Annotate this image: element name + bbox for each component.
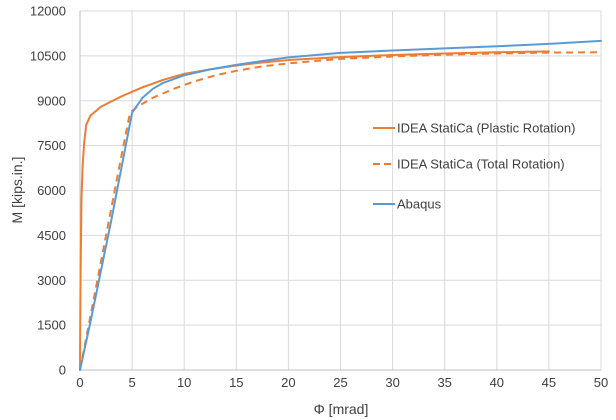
y-tick-label: 3000 — [37, 273, 66, 288]
y-tick-label: 10500 — [30, 48, 66, 63]
x-tick-label: 10 — [177, 375, 191, 390]
x-tick-label: 45 — [542, 375, 556, 390]
x-tick-label: 20 — [281, 375, 295, 390]
y-tick-label: 9000 — [37, 93, 66, 108]
x-tick-label: 15 — [229, 375, 243, 390]
x-tick-label: 35 — [437, 375, 451, 390]
legend-label-2: IDEA StatiCa (Total Rotation) — [397, 157, 565, 172]
series-lines — [79, 39, 602, 371]
legend-label-1: IDEA StatiCa (Plastic Rotation) — [397, 121, 575, 136]
series-line-2 — [79, 51, 602, 371]
x-tick-label: 50 — [594, 375, 608, 390]
series-line-1 — [79, 50, 550, 371]
x-tick-label: 40 — [490, 375, 504, 390]
y-tick-label: 1500 — [37, 318, 66, 333]
legend: IDEA StatiCa (Plastic Rotation) IDEA Stat… — [373, 121, 575, 212]
series-line-3 — [79, 39, 602, 371]
y-tick-label: 4500 — [37, 228, 66, 243]
x-tick-label: 5 — [128, 375, 135, 390]
x-tick-label: 0 — [76, 375, 83, 390]
x-tick-labels: 0 5 10 15 20 25 30 35 40 45 50 — [76, 375, 608, 390]
y-tick-labels: 0 1500 3000 4500 6000 7500 9000 10500 12000 — [30, 4, 66, 378]
x-axis-title: Φ [mrad] — [314, 401, 369, 417]
y-axis-title: M [kips.in.] — [9, 157, 25, 224]
legend-label-3: Abaqus — [397, 197, 442, 212]
grid — [79, 10, 602, 371]
x-tick-label: 30 — [385, 375, 399, 390]
y-tick-label: 12000 — [30, 4, 66, 19]
y-tick-label: 6000 — [37, 183, 66, 198]
x-tick-label: 25 — [333, 375, 347, 390]
y-tick-label: 0 — [59, 363, 66, 378]
y-tick-label: 7500 — [37, 138, 66, 153]
